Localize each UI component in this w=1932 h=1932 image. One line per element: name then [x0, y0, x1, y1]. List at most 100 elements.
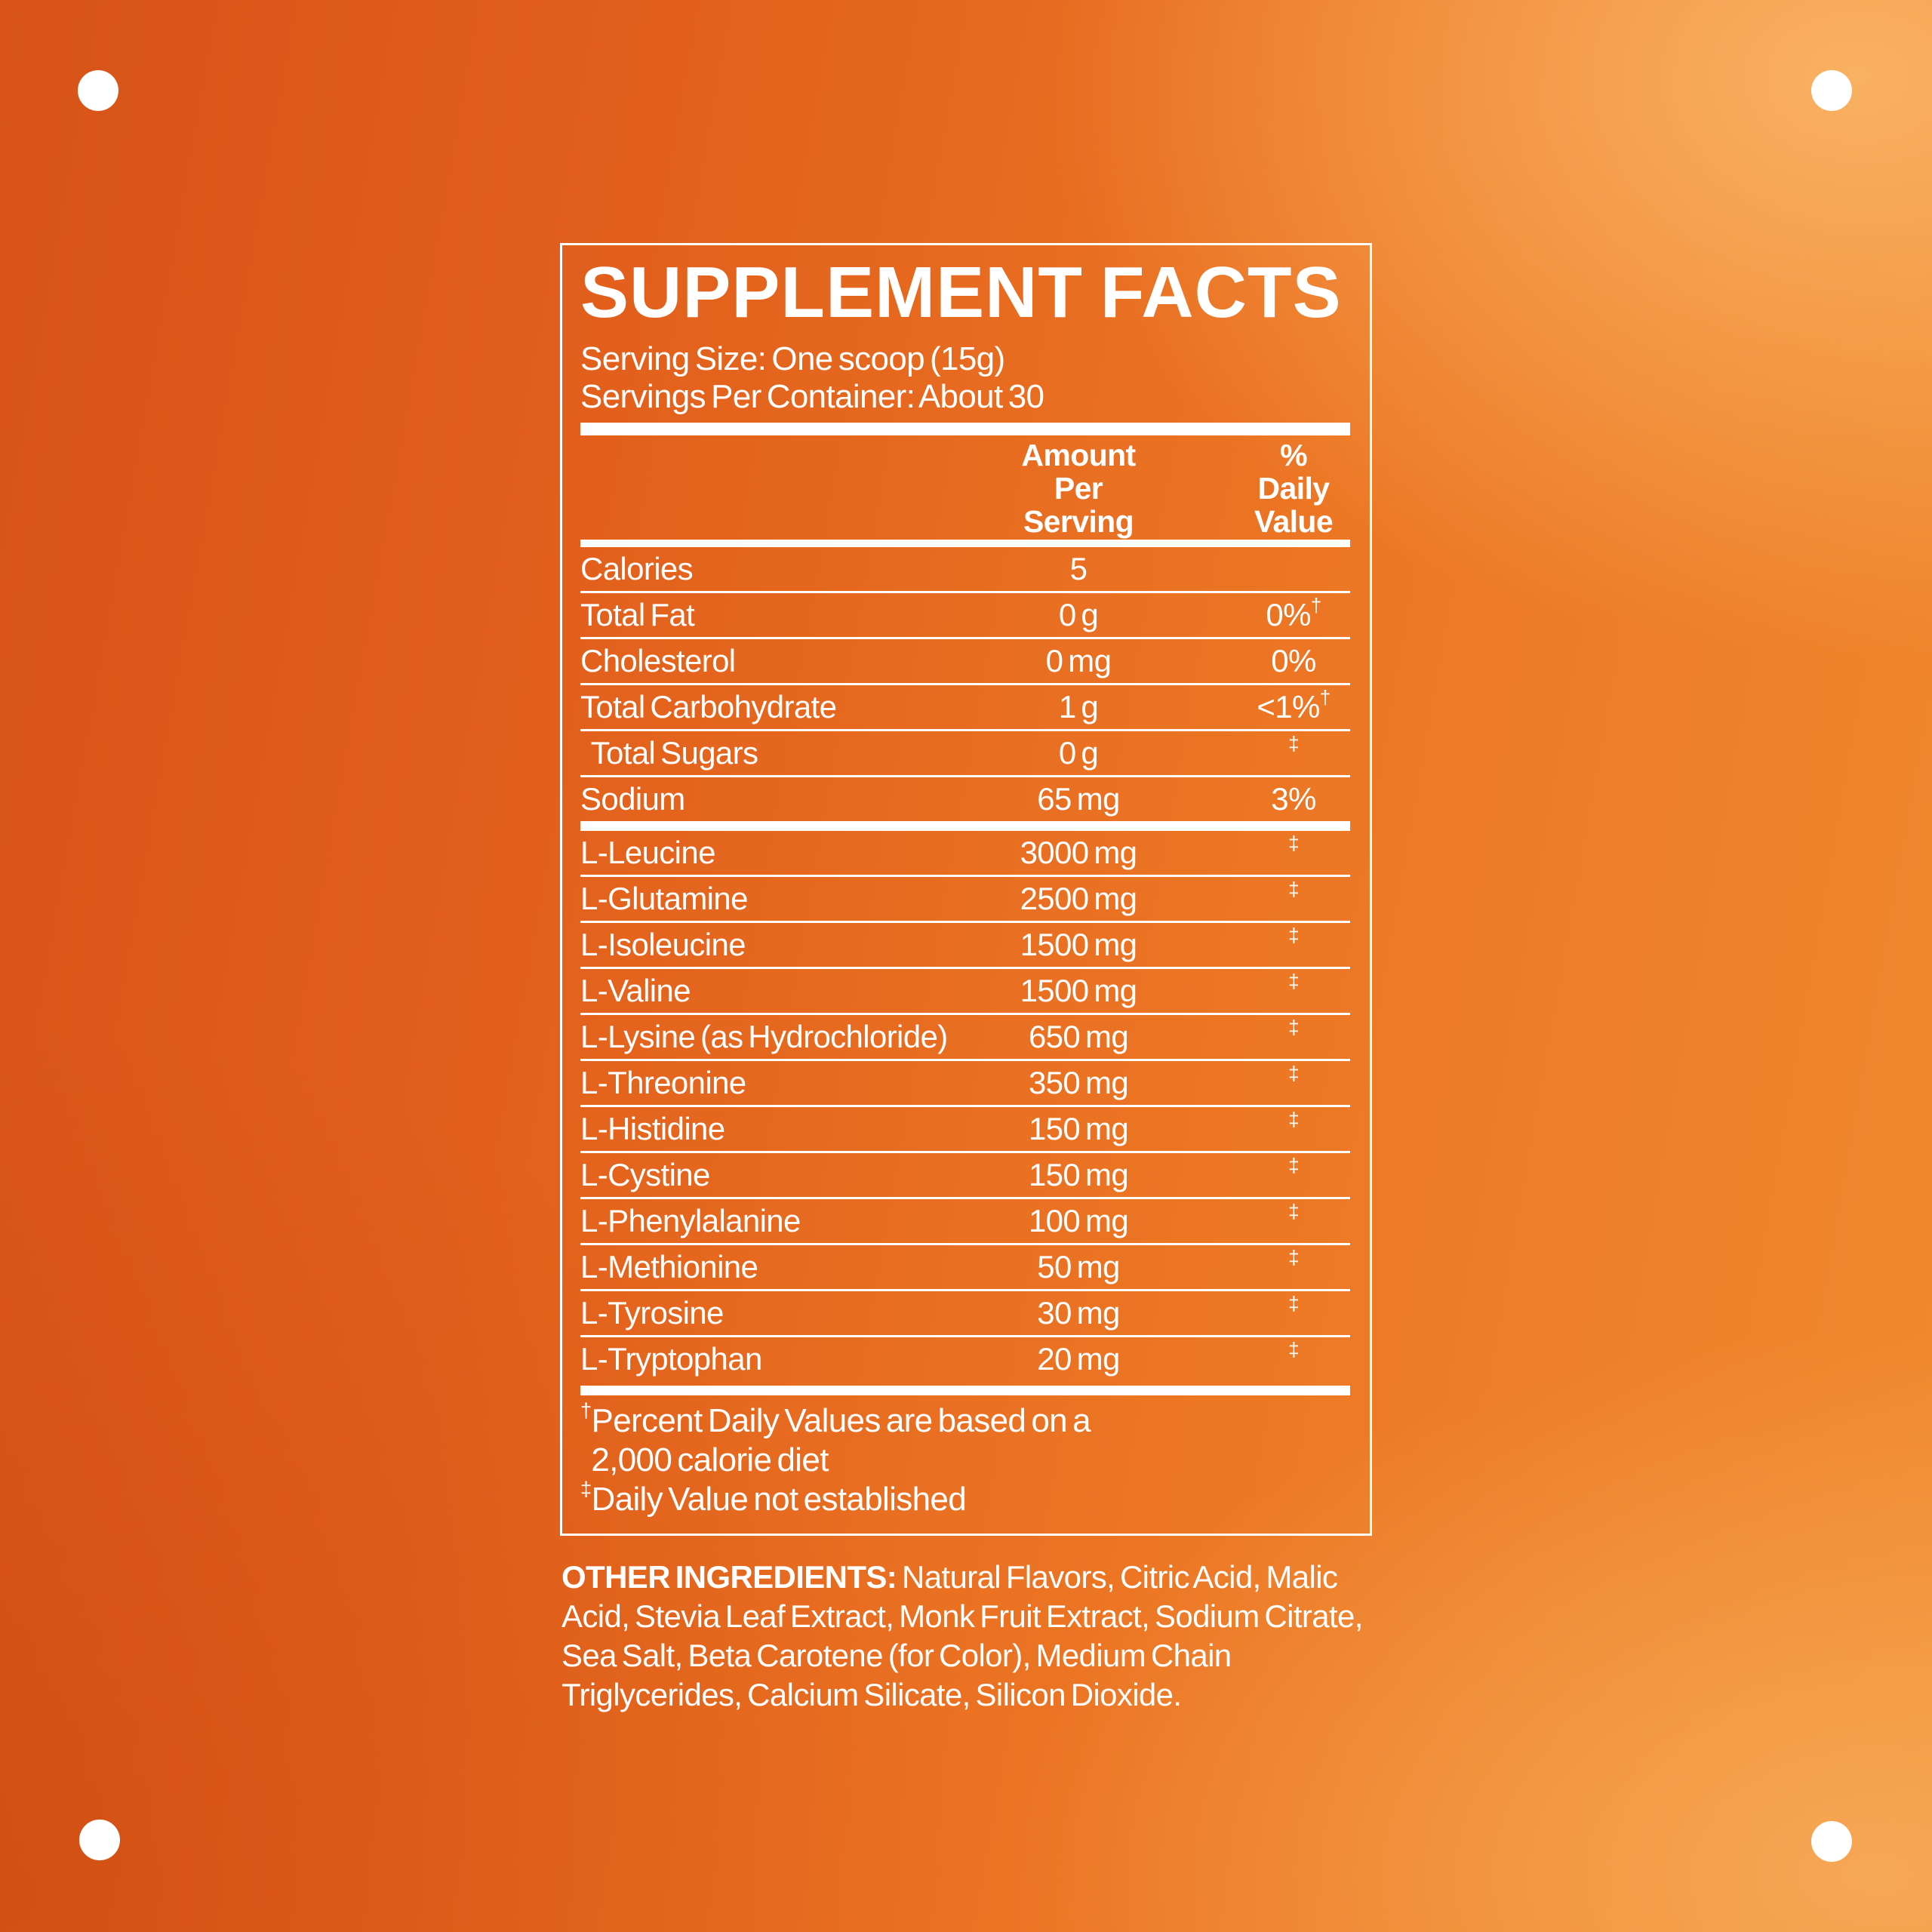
footnotes: †Percent Daily Values are based on a 2,0…	[580, 1398, 1350, 1519]
double-dagger-mark: ‡	[1288, 1153, 1299, 1177]
amino-amount: 2500 mg	[1020, 880, 1137, 916]
amino-amount: 1500 mg	[1020, 972, 1137, 1008]
table-row: L-Leucine 3000 mg ‡	[580, 831, 1350, 875]
table-row: L-Cystine 150 mg ‡	[580, 1150, 1350, 1197]
amino-daily-value: ‡	[1203, 1153, 1350, 1193]
divider-bar-thick-top	[580, 422, 1350, 435]
footnote-line: ‡Daily Value not established	[580, 1476, 967, 1518]
amino-name: L-Leucine	[580, 834, 715, 870]
nutrient-daily-value: ‡	[1203, 731, 1350, 771]
double-dagger-mark: ‡	[1288, 1015, 1299, 1038]
other-ingredients-text: Natural Flavors, Citric Acid, Malic Acid…	[561, 1559, 1363, 1712]
table-row: Sodium 65 mg 3%	[580, 774, 1350, 821]
table-row: L-Isoleucine 1500 mg ‡	[580, 920, 1350, 967]
amino-name: L-Lysine (as Hydrochloride)	[580, 1018, 948, 1054]
nutrient-daily-value: 0%†	[1266, 593, 1321, 632]
nutrient-name: Total Carbohydrate	[580, 688, 837, 724]
column-header-row: Amount Per Serving % Daily Value	[580, 438, 1350, 538]
table-row: L-Tyrosine 30 mg ‡	[580, 1288, 1350, 1335]
divider-bar-thick-middle	[580, 820, 1350, 831]
table-row: Cholesterol 0 mg 0%	[580, 636, 1350, 683]
servings-per-container: Servings Per Container: About 30	[580, 377, 1044, 415]
nutrient-amount: 0 mg	[1045, 642, 1112, 678]
panel-title: SUPPLEMENT FACTS	[580, 252, 1342, 333]
double-dagger-mark: ‡	[1288, 1107, 1299, 1131]
amino-amount: 100 mg	[1028, 1202, 1129, 1238]
nutrient-name: Cholesterol	[580, 642, 736, 678]
amino-amount: 150 mg	[1028, 1156, 1129, 1192]
amino-amount: 1500 mg	[1020, 926, 1137, 962]
amino-name: L-Histidine	[580, 1110, 725, 1146]
nutrient-name: Sodium	[580, 780, 685, 817]
nutrient-amount: 0 g	[1058, 596, 1099, 632]
dagger-mark: †	[1310, 593, 1321, 617]
amino-name: L-Glutamine	[580, 880, 748, 916]
table-row: L-Threonine 350 mg ‡	[580, 1058, 1350, 1105]
divider-bar-thick-bottom	[580, 1385, 1350, 1395]
amino-daily-value: ‡	[1203, 1061, 1350, 1101]
amino-daily-value: ‡	[1203, 1245, 1350, 1285]
nutrient-daily-value: <1%†	[1257, 685, 1331, 724]
divider-bar-medium	[580, 539, 1350, 547]
double-dagger-mark: ‡	[1288, 1337, 1299, 1361]
amino-name: L-Valine	[580, 972, 691, 1008]
double-dagger-mark: ‡	[1288, 1061, 1299, 1084]
nutrient-name: Total Sugars	[580, 734, 758, 771]
amino-name: L-Methionine	[580, 1248, 758, 1284]
nutrient-amount: 65 mg	[1037, 780, 1120, 817]
other-ingredients-label: OTHER INGREDIENTS:	[561, 1559, 897, 1595]
double-dagger-mark: ‡	[1288, 877, 1299, 900]
table-row: Total Carbohydrate 1 g <1%†	[580, 682, 1350, 729]
corner-dot-top-right	[1811, 70, 1852, 111]
amino-daily-value: ‡	[1203, 1337, 1350, 1377]
dagger-mark: ‡	[1288, 731, 1299, 755]
amino-acid-table: L-Leucine 3000 mg ‡ L-Glutamine 2500 mg …	[580, 831, 1350, 1381]
footnote-line: †Percent Daily Values are based on a	[580, 1398, 1091, 1439]
double-dagger-mark: ‡	[1288, 1245, 1299, 1269]
double-dagger-mark: ‡	[1288, 969, 1299, 992]
header-amount-per-serving: Amount Per Serving	[1021, 437, 1136, 539]
double-dagger-mark: ‡	[1288, 1199, 1299, 1223]
double-dagger-mark: ‡	[1288, 1291, 1299, 1315]
amino-amount: 30 mg	[1037, 1294, 1120, 1331]
amino-daily-value: ‡	[1203, 1107, 1350, 1147]
supplement-facts-panel: SUPPLEMENT FACTS Serving Size: One scoop…	[560, 243, 1372, 1536]
double-dagger-mark: ‡	[1288, 831, 1299, 854]
table-row: L-Glutamine 2500 mg ‡	[580, 874, 1350, 921]
footnote-line: 2,000 calorie diet	[580, 1441, 829, 1478]
corner-dot-bottom-left	[79, 1820, 120, 1860]
serving-size: Serving Size: One scoop (15g)	[580, 340, 1005, 377]
header-percent-daily-value: % Daily Value	[1254, 437, 1334, 539]
amino-daily-value: ‡	[1203, 925, 1350, 963]
amino-amount: 3000 mg	[1020, 834, 1137, 870]
amino-daily-value: ‡	[1203, 969, 1350, 1009]
table-row: L-Tryptophan 20 mg ‡	[580, 1334, 1350, 1381]
amino-name: L-Tyrosine	[580, 1294, 724, 1331]
amino-daily-value: ‡	[1203, 831, 1350, 871]
table-row: L-Lysine (as Hydrochloride) 650 mg ‡	[580, 1012, 1350, 1059]
nutrient-daily-value: 0%	[1271, 642, 1316, 678]
amino-amount: 150 mg	[1028, 1110, 1129, 1146]
footnote-mark: †	[580, 1398, 592, 1422]
nutrient-amount: 0 g	[1058, 734, 1099, 771]
table-row: Total Sugars 0 g ‡	[580, 728, 1350, 775]
table-row: Total Fat 0 g 0%†	[580, 590, 1350, 637]
amino-name: L-Phenylalanine	[580, 1202, 801, 1238]
amino-daily-value: ‡	[1203, 1291, 1350, 1331]
table-row: Calories 5	[580, 547, 1350, 591]
nutrient-amount: 5	[1069, 550, 1088, 586]
amino-daily-value: ‡	[1203, 1015, 1350, 1055]
amino-daily-value: ‡	[1203, 1199, 1350, 1239]
nutrient-name: Calories	[580, 550, 694, 586]
amino-amount: 20 mg	[1037, 1340, 1120, 1377]
footnote-mark: ‡	[580, 1476, 592, 1500]
table-row: L-Methionine 50 mg ‡	[580, 1242, 1350, 1289]
macro-nutrient-table: Calories 5 Total Fat 0 g 0%† Cholesterol…	[580, 547, 1350, 821]
table-row: L-Phenylalanine 100 mg ‡	[580, 1196, 1350, 1243]
amino-name: L-Tryptophan	[580, 1340, 762, 1377]
amino-amount: 350 mg	[1028, 1064, 1129, 1100]
dagger-mark: †	[1319, 685, 1331, 709]
nutrient-daily-value: 3%	[1271, 780, 1316, 817]
table-row: L-Histidine 150 mg ‡	[580, 1104, 1350, 1151]
